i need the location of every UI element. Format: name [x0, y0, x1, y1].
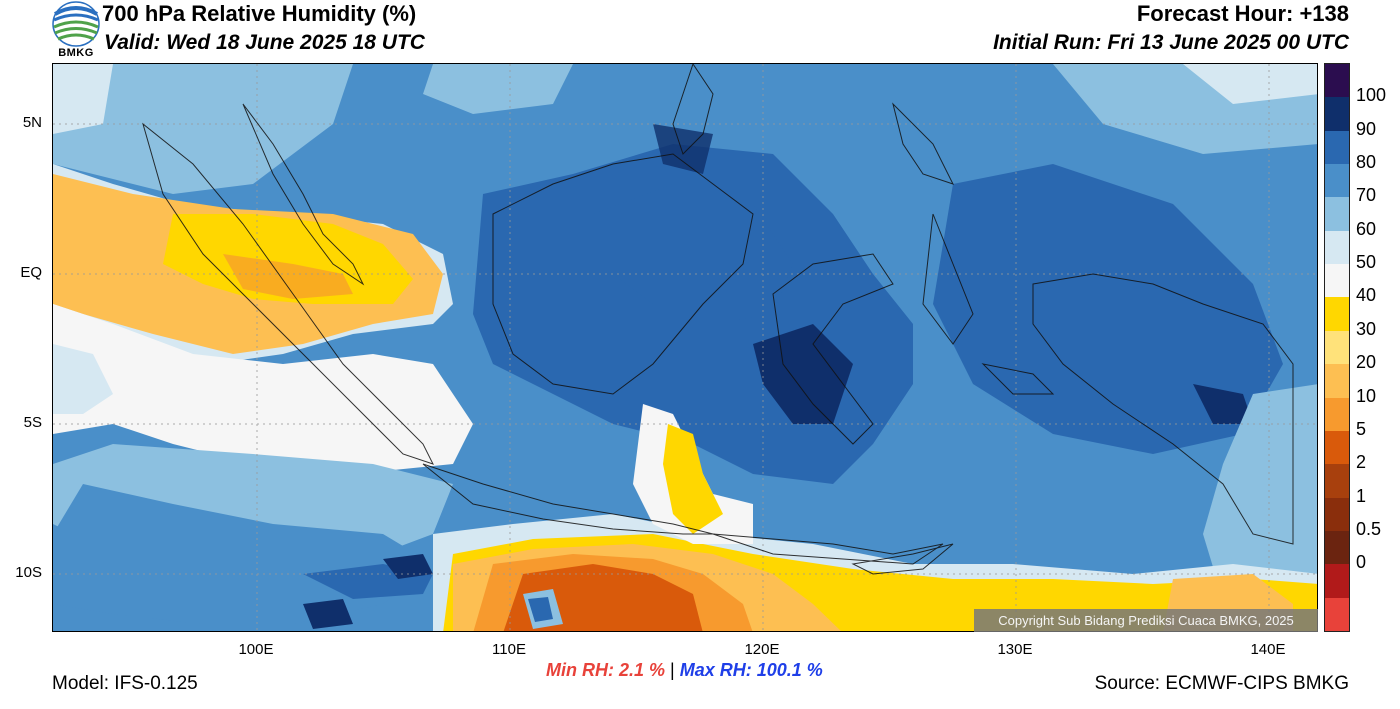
- colorbar-tick-label: 10: [1356, 385, 1377, 406]
- min-rh: Min RH: 2.1 %: [546, 660, 666, 680]
- chart-title: 700 hPa Relative Humidity (%): [102, 1, 417, 26]
- lon-label-140e: 140E: [1250, 641, 1286, 658]
- colorbar-tick-label: 60: [1356, 218, 1377, 239]
- lon-label-100e: 100E: [238, 641, 274, 658]
- colorbar-tick-label: 30: [1356, 318, 1377, 339]
- logo-text: BMKG: [58, 47, 94, 59]
- colorbar-segment: [1325, 264, 1349, 298]
- min-max-rh: Min RH: 2.1 % | Max RH: 100.1 %: [546, 660, 823, 681]
- colorbar-segment: [1325, 297, 1349, 332]
- colorbar-tick-label: 40: [1356, 285, 1377, 306]
- colorbar-segment: [1325, 364, 1349, 399]
- initial-run: Initial Run: Fri 13 June 2025 00 UTC: [993, 31, 1349, 54]
- colorbar-tick-label: 50: [1356, 252, 1377, 273]
- copyright-notice: Copyright Sub Bidang Prediksi Cuaca BMKG…: [974, 609, 1318, 632]
- model-label: Model: IFS-0.125: [52, 673, 198, 694]
- colorbar-segment: [1325, 564, 1349, 599]
- colorbar-tick-label: 90: [1356, 118, 1377, 139]
- colorbar-segment: [1325, 97, 1349, 132]
- humidity-map: [52, 63, 1318, 632]
- colorbar-tick-label: 70: [1356, 185, 1377, 206]
- colorbar-tick-label: 2: [1356, 452, 1367, 473]
- colorbar-segment: [1325, 464, 1349, 499]
- colorbar-tick-label: 5: [1356, 418, 1367, 439]
- colorbar-tick-label: 1: [1356, 485, 1367, 506]
- lon-label-110e: 110E: [492, 641, 526, 658]
- lat-label-5n: 5N: [22, 114, 42, 131]
- lon-label-120e: 120E: [744, 641, 780, 658]
- bmkg-logo: [52, 0, 100, 60]
- max-rh: Max RH: 100.1 %: [679, 660, 823, 680]
- colorbar-tick-label: 100: [1356, 85, 1387, 106]
- humidity-field: [53, 64, 1317, 631]
- colorbar-tick-label: 0: [1356, 552, 1367, 573]
- source-label: Source: ECMWF-CIPS BMKG: [1094, 673, 1349, 694]
- lon-label-130e: 130E: [997, 641, 1033, 658]
- colorbar-segment: [1325, 530, 1349, 565]
- colorbar-tick-label: 80: [1356, 152, 1377, 173]
- lat-label-eq: EQ: [20, 264, 42, 281]
- stats-separator: |: [670, 660, 675, 680]
- lat-label-5s: 5S: [23, 414, 42, 431]
- lat-label-10s: 10S: [15, 564, 42, 581]
- forecast-hour: Forecast Hour: +138: [1136, 1, 1349, 26]
- colorbar-segment: [1325, 497, 1349, 532]
- colorbar-segment: [1325, 597, 1349, 632]
- colorbar-segment: [1325, 164, 1349, 198]
- colorbar-segment: [1325, 230, 1349, 265]
- colorbar-tick-label: 20: [1356, 352, 1377, 373]
- colorbar-segment: [1325, 430, 1349, 465]
- colorbar-segment: [1325, 64, 1349, 98]
- colorbar-segment: [1325, 130, 1349, 165]
- colorbar-segment: [1325, 330, 1349, 365]
- colorbar: [1324, 63, 1350, 632]
- colorbar-segment: [1325, 197, 1349, 232]
- valid-time: Valid: Wed 18 June 2025 18 UTC: [104, 31, 425, 54]
- colorbar-segment: [1325, 397, 1349, 432]
- colorbar-tick-label: 0.5: [1356, 518, 1382, 539]
